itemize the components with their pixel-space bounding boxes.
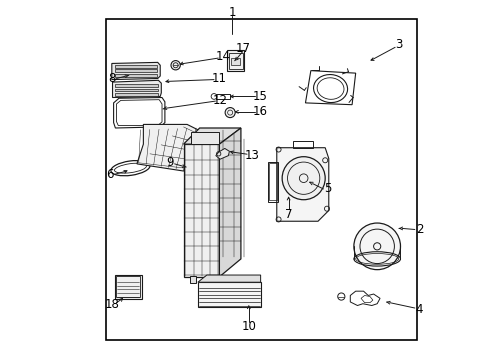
Polygon shape [276, 148, 328, 221]
Bar [215, 94, 230, 99]
Text: 6: 6 [106, 168, 114, 181]
Bar [228, 53, 242, 69]
Text: 14: 14 [215, 50, 230, 63]
Bar [227, 50, 244, 71]
Bar [116, 276, 140, 297]
Bar [230, 58, 239, 65]
Bar [115, 84, 158, 87]
Bar [204, 276, 211, 283]
Bar [106, 19, 416, 339]
Text: 5: 5 [324, 183, 331, 195]
Text: 2: 2 [415, 223, 423, 236]
Circle shape [353, 223, 400, 270]
Text: 7: 7 [285, 208, 292, 221]
Polygon shape [219, 128, 241, 277]
Polygon shape [112, 62, 160, 80]
Bar [268, 163, 276, 201]
Bar [115, 93, 158, 96]
Text: 1: 1 [228, 6, 235, 19]
Bar [267, 162, 277, 202]
Text: 15: 15 [252, 90, 267, 103]
Polygon shape [198, 275, 260, 282]
Text: 16: 16 [252, 105, 267, 118]
Bar [115, 64, 157, 68]
Polygon shape [190, 132, 219, 144]
Bar [115, 69, 157, 72]
Text: 13: 13 [244, 149, 259, 162]
Text: 11: 11 [211, 72, 226, 85]
Text: 9: 9 [166, 156, 173, 169]
Circle shape [282, 157, 325, 200]
Text: 12: 12 [212, 94, 227, 107]
Text: 4: 4 [415, 303, 423, 316]
Text: 17: 17 [235, 41, 250, 54]
Bar [115, 89, 158, 91]
Text: 18: 18 [104, 298, 119, 311]
Polygon shape [137, 125, 198, 171]
Text: 10: 10 [241, 320, 256, 333]
Bar [198, 282, 260, 307]
Bar [115, 74, 157, 77]
Circle shape [224, 108, 235, 118]
Bar [215, 276, 221, 283]
Text: 3: 3 [394, 38, 402, 51]
Polygon shape [215, 148, 229, 159]
Circle shape [171, 60, 180, 70]
Polygon shape [183, 128, 241, 144]
Polygon shape [183, 144, 219, 277]
Polygon shape [112, 80, 161, 98]
Bar [190, 276, 196, 283]
Text: 8: 8 [108, 72, 115, 85]
Bar [115, 275, 142, 299]
